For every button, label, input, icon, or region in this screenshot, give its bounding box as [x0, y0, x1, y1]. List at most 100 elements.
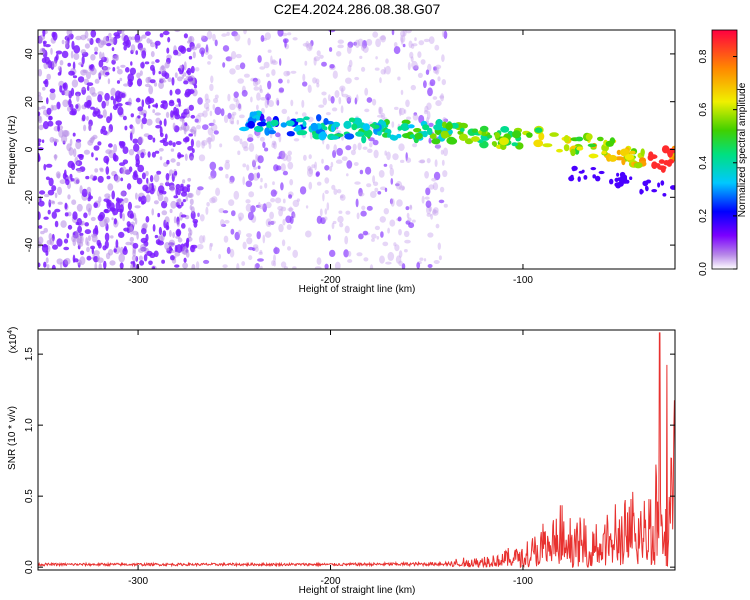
noise-speckle [208, 142, 212, 149]
noise-speckle [271, 69, 276, 76]
noise-speckle [174, 30, 181, 33]
noise-speckle [360, 210, 367, 217]
noise-speckle [387, 227, 390, 234]
noise-speckle [316, 181, 322, 186]
noise-speckle [220, 108, 225, 117]
trace-blob [397, 126, 403, 131]
noise-speckle [331, 184, 336, 190]
noise-speckle [281, 150, 286, 155]
noise-speckle [233, 135, 241, 142]
noise-speckle [277, 30, 284, 37]
noise-speckle [398, 143, 405, 151]
x-tick-label: -200 [321, 275, 341, 286]
noise-speckle [336, 147, 344, 156]
noise-speckle [73, 177, 80, 185]
noise-speckle [367, 148, 373, 153]
noise-speckle [107, 183, 114, 191]
noise-speckle [48, 115, 53, 121]
noise-speckle [331, 222, 335, 230]
noise-speckle [281, 153, 288, 162]
noise-speckle [292, 249, 299, 258]
noise-speckle [241, 89, 248, 97]
noise-speckle [390, 178, 394, 185]
noise-speckle [313, 56, 320, 62]
noise-speckle [226, 31, 230, 36]
noise-speckle [237, 229, 242, 236]
noise-speckle [103, 65, 106, 74]
noise-speckle [54, 208, 61, 213]
noise-speckle [45, 257, 49, 264]
noise-speckle [426, 213, 432, 217]
noise-speckle [48, 177, 54, 187]
noise-speckle [94, 168, 99, 173]
noise-speckle [114, 175, 121, 183]
noise-speckle [60, 220, 67, 228]
trace-blob [658, 159, 665, 164]
noise-speckle [347, 259, 353, 263]
noise-speckle [275, 97, 280, 106]
noise-speckle [332, 220, 337, 225]
noise-speckle [116, 80, 121, 84]
noise-speckle [113, 143, 118, 153]
noise-speckle [111, 47, 115, 52]
noise-speckle [44, 56, 50, 64]
noise-speckle [103, 198, 110, 202]
noise-speckle [145, 194, 151, 203]
noise-speckle [374, 67, 380, 71]
noise-speckle [252, 247, 256, 251]
noise-speckle [343, 249, 349, 258]
trace-blob [464, 138, 474, 145]
noise-speckle [364, 108, 370, 113]
noise-speckle [211, 196, 218, 203]
trace-blob [400, 123, 410, 131]
noise-speckle [129, 67, 136, 76]
noise-speckle [47, 209, 51, 215]
noise-speckle [345, 95, 352, 102]
noise-speckle [141, 99, 145, 108]
trace-blob [407, 124, 415, 129]
noise-speckle [337, 44, 344, 49]
noise-speckle [279, 58, 282, 66]
noise-speckle [95, 157, 98, 161]
noise-speckle [171, 77, 175, 86]
noise-speckle [252, 77, 258, 83]
noise-speckle [391, 30, 395, 36]
x-tick-label: -100 [513, 275, 533, 286]
noise-speckle [130, 44, 136, 53]
noise-speckle [49, 237, 54, 246]
noise-speckle [435, 223, 440, 229]
noise-speckle [38, 124, 44, 131]
noise-speckle [268, 221, 271, 226]
trace-blob [372, 124, 380, 130]
noise-speckle [402, 30, 407, 37]
noise-speckle [443, 118, 449, 123]
noise-speckle [262, 141, 266, 148]
noise-speckle [38, 111, 41, 117]
noise-speckle [441, 54, 445, 62]
noise-speckle [122, 115, 127, 121]
noise-speckle [322, 97, 327, 106]
noise-speckle [332, 70, 338, 79]
noise-speckle [209, 197, 216, 204]
noise-speckle [73, 45, 81, 54]
noise-speckle [362, 146, 368, 150]
noise-speckle [163, 196, 169, 204]
noise-speckle [288, 194, 293, 199]
noise-speckle [140, 122, 144, 130]
trace-blob [526, 132, 533, 138]
noise-speckle [357, 142, 362, 151]
noise-speckle [405, 206, 410, 211]
noise-speckle [148, 85, 154, 95]
noise-speckle [382, 241, 389, 247]
noise-speckle [233, 190, 240, 200]
trace-blob [316, 114, 322, 122]
noise-speckle [162, 230, 167, 237]
noise-speckle [123, 45, 127, 51]
noise-speckle [140, 61, 145, 69]
noise-speckle [220, 219, 225, 227]
noise-speckle [86, 82, 94, 86]
noise-speckle [258, 251, 263, 255]
noise-speckle [195, 261, 200, 269]
noise-speckle [357, 38, 364, 47]
trace-blob [280, 122, 287, 128]
